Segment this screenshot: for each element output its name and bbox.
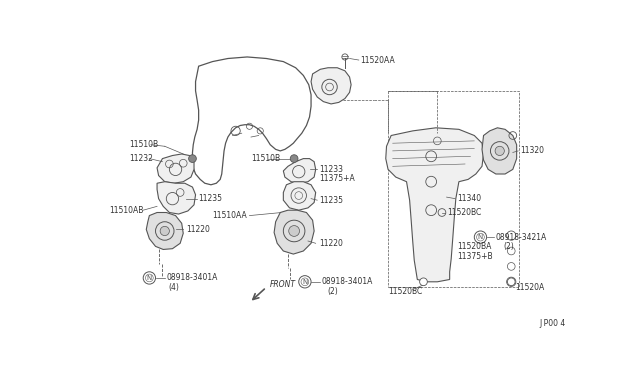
Text: (2): (2) bbox=[504, 242, 515, 251]
Text: 11220: 11220 bbox=[186, 225, 210, 234]
Text: 11320: 11320 bbox=[520, 147, 545, 155]
Polygon shape bbox=[157, 182, 196, 214]
Text: 11520A: 11520A bbox=[515, 283, 545, 292]
Text: 11235: 11235 bbox=[198, 194, 223, 203]
Circle shape bbox=[289, 225, 300, 236]
Circle shape bbox=[189, 155, 196, 163]
Circle shape bbox=[420, 278, 428, 286]
Text: 11340: 11340 bbox=[458, 194, 481, 203]
Text: 11232: 11232 bbox=[129, 154, 153, 163]
Text: J P00 4: J P00 4 bbox=[539, 319, 565, 328]
Text: 11510AB: 11510AB bbox=[109, 206, 144, 215]
Circle shape bbox=[495, 146, 504, 155]
Text: 11520AA: 11520AA bbox=[360, 55, 395, 64]
Text: 11510B: 11510B bbox=[251, 154, 280, 163]
Circle shape bbox=[291, 155, 298, 163]
Text: (2): (2) bbox=[327, 286, 338, 295]
Text: 08918-3401A: 08918-3401A bbox=[166, 273, 218, 282]
Text: 11510AA: 11510AA bbox=[212, 211, 247, 220]
Polygon shape bbox=[274, 210, 314, 254]
Polygon shape bbox=[284, 182, 316, 210]
Text: 11520BC: 11520BC bbox=[388, 286, 422, 295]
Text: 11235: 11235 bbox=[319, 196, 343, 205]
Circle shape bbox=[301, 278, 308, 286]
Circle shape bbox=[477, 233, 484, 241]
Polygon shape bbox=[386, 128, 484, 282]
Text: (4): (4) bbox=[168, 283, 179, 292]
Text: N: N bbox=[147, 275, 152, 281]
Text: 11520BA: 11520BA bbox=[458, 242, 492, 251]
Polygon shape bbox=[193, 57, 311, 185]
Text: N: N bbox=[302, 279, 308, 285]
Text: N: N bbox=[478, 234, 483, 240]
Text: 11520BC: 11520BC bbox=[447, 208, 482, 217]
Circle shape bbox=[145, 274, 153, 282]
Polygon shape bbox=[284, 158, 316, 183]
Polygon shape bbox=[157, 154, 194, 183]
Text: 08918-3401A: 08918-3401A bbox=[322, 277, 373, 286]
Text: 11375+A: 11375+A bbox=[319, 174, 355, 183]
Text: 11375+B: 11375+B bbox=[458, 252, 493, 261]
Text: 11220: 11220 bbox=[319, 239, 342, 248]
Text: 08918-3421A: 08918-3421A bbox=[495, 232, 547, 242]
Text: FRONT: FRONT bbox=[269, 280, 296, 289]
Text: 11510B: 11510B bbox=[129, 140, 159, 149]
Polygon shape bbox=[311, 68, 351, 104]
Text: 11233: 11233 bbox=[319, 165, 343, 174]
Polygon shape bbox=[147, 212, 183, 250]
Circle shape bbox=[508, 278, 515, 286]
Polygon shape bbox=[482, 128, 516, 174]
Circle shape bbox=[160, 226, 170, 235]
